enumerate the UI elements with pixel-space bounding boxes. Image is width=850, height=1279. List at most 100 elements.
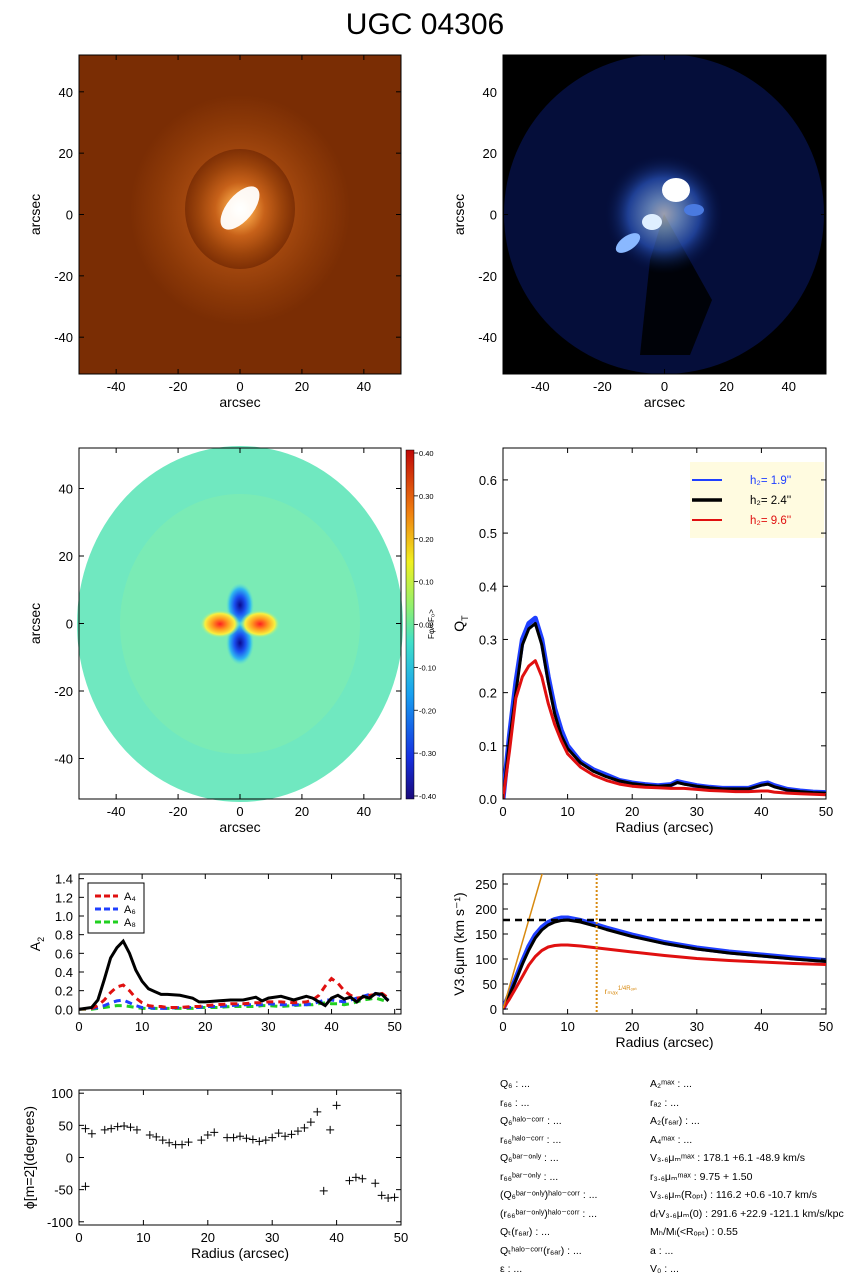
y-tick-label: 0 xyxy=(490,1002,497,1017)
rmax-label-superscript: 1/4Rₒₚₜ xyxy=(618,986,638,992)
x-tick-label: 0 xyxy=(661,379,668,394)
x-tick-label: 20 xyxy=(198,1019,212,1034)
x-tick-label: 0 xyxy=(499,1019,506,1034)
fourier-series-line xyxy=(79,938,390,1011)
param-q-b-bar-only: Q₆ᵇᵃʳ⁻ᵒⁿˡʸ : ... xyxy=(500,1152,559,1164)
y-axis-label: QT xyxy=(451,615,470,632)
y-tick-label: -20 xyxy=(54,684,73,699)
param-vmax: V₃.₆μₘᵐᵃˣ : 178.1 +6.1 -48.9 km/s xyxy=(650,1152,805,1164)
phase-point xyxy=(100,1125,109,1134)
y-tick-label: 40 xyxy=(59,85,73,100)
phase-point xyxy=(184,1138,193,1147)
fourier-legend-label: A₆ xyxy=(124,904,136,916)
y-tick-label: -100 xyxy=(47,1215,73,1230)
rotation-panel: 0 10 20 30 40 50 0 50 100 150 200 250 Radius (arcsec… xyxy=(451,873,833,1050)
phase-point xyxy=(345,1176,354,1185)
phase-point xyxy=(113,1122,122,1131)
y-tick-label: 1.0 xyxy=(55,909,73,924)
qt-series-line xyxy=(503,659,826,799)
phase-point xyxy=(197,1136,206,1145)
phase-point xyxy=(351,1173,360,1182)
y-tick-label: 0 xyxy=(66,1151,73,1166)
x-tick-label: 0 xyxy=(75,1230,82,1245)
fourier-legend-label: A₄ xyxy=(124,891,136,903)
x-tick-label: 40 xyxy=(754,804,768,819)
phase-panel: 0 10 20 30 40 50 100 50 0 -50 -100 Radius (arcsec) ϕ… xyxy=(21,1086,408,1261)
phase-point xyxy=(371,1179,380,1188)
page-title: UGC 04306 xyxy=(345,8,505,41)
colorbar-tick-label: -0.10 xyxy=(419,663,436,672)
param-mh-ml: Mₕ/Mₗ(<Rₒₚₜ) : 0.55 xyxy=(650,1226,738,1238)
x-tick-label: 40 xyxy=(754,1019,768,1034)
phase-point xyxy=(145,1131,154,1139)
y-tick-label: 0 xyxy=(66,208,73,223)
x-tick-label: 40 xyxy=(324,1019,338,1034)
y-tick-label: 40 xyxy=(59,482,73,497)
y-tick-label: -50 xyxy=(54,1183,73,1198)
colorbar-tick-label: 0.00 xyxy=(419,621,434,630)
x-tick-label: -20 xyxy=(169,379,188,394)
colorbar-tick-label: -0.30 xyxy=(419,749,436,758)
phase-point xyxy=(300,1123,309,1132)
x-tick-label: -20 xyxy=(593,379,612,394)
phase-point xyxy=(81,1124,90,1133)
y-tick-label: 0.3 xyxy=(479,632,497,647)
param-rmax: r₃.₆μₘᵐᵃˣ : 9.75 + 1.50 xyxy=(650,1170,753,1183)
y-tick-label: 0.6 xyxy=(479,473,497,488)
param-drv0: dᵣV₃.₆μₘ(0) : 291.6 +22.9 -121.1 km/s/kp… xyxy=(650,1207,844,1220)
y-axis-label: V3.6μm (km s⁻¹) xyxy=(451,892,467,995)
colorbar-tick-label: -0.20 xyxy=(419,706,436,715)
y-tick-label: 0.2 xyxy=(479,686,497,701)
phase-point xyxy=(255,1137,264,1146)
y-tick-label: 0.4 xyxy=(479,579,497,594)
qt-legend-label: h₂= 2.4'' xyxy=(750,495,791,507)
param-q-b: Q₆ : ... xyxy=(500,1078,530,1090)
phase-point xyxy=(293,1127,302,1136)
phase-point xyxy=(390,1193,399,1202)
nir-image-panel: -40 -20 0 20 40 -40 -20 0 20 40 arcsec arcsec xyxy=(27,54,402,410)
x-tick-label: -40 xyxy=(531,379,550,394)
x-tick-label: 40 xyxy=(357,804,371,819)
x-tick-label: 30 xyxy=(690,1019,704,1034)
x-axis-label: arcsec xyxy=(644,394,685,410)
x-tick-label: 0 xyxy=(236,804,243,819)
force-ratio-panel: -40 -20 0 20 40 -40 -20 0 20 40 arcsec arcsec 0.40 0… xyxy=(27,446,436,835)
colorbar xyxy=(405,449,415,800)
x-tick-label: -40 xyxy=(107,379,126,394)
phase-point xyxy=(332,1101,341,1110)
rotation-series-line xyxy=(503,943,826,1010)
rmax-label: rₘₐₓ1/4Rₒₚₜ xyxy=(605,986,638,996)
param-r-qb-bar-only: r₆₆ᵇᵃʳ⁻ᵒⁿˡʸ : ... xyxy=(500,1170,559,1183)
y-axis-label: arcsec xyxy=(27,603,43,644)
x-tick-label: -40 xyxy=(107,804,126,819)
phase-point xyxy=(358,1174,367,1183)
y-tick-label: 0.2 xyxy=(55,984,73,999)
y-tick-label: -20 xyxy=(54,269,73,284)
y-tick-label: 100 xyxy=(475,952,497,967)
phase-point xyxy=(306,1118,315,1127)
nir-galaxy-core xyxy=(220,186,260,230)
y-tick-label: 0.1 xyxy=(479,739,497,754)
y-tick-label: 0.0 xyxy=(55,1002,73,1017)
y-tick-label: -40 xyxy=(54,752,73,767)
phase-point xyxy=(281,1132,290,1141)
param-v-ropt: V₃.₆μₘ(Rₒₚₜ) : 116.2 +0.6 -10.7 km/s xyxy=(650,1189,817,1201)
phase-point xyxy=(242,1134,251,1143)
x-tick-label: 20 xyxy=(719,379,733,394)
qt-legend-label: h₂= 1.9'' xyxy=(750,475,791,487)
phase-point xyxy=(165,1138,174,1147)
param-a: a : ... xyxy=(650,1244,674,1257)
phase-point xyxy=(287,1130,296,1139)
phase-point xyxy=(203,1131,212,1139)
y-tick-label: 1.2 xyxy=(55,890,73,905)
y-tick-label: -40 xyxy=(54,330,73,345)
param-qt-halo-corr-rbar: Qₜʰᵃˡᵒ⁻ᶜᵒʳʳ(r₆ₐᵣ) : ... xyxy=(500,1244,582,1257)
x-tick-label: 50 xyxy=(819,1019,833,1034)
x-tick-label: 10 xyxy=(136,1230,150,1245)
x-tick-label: 0 xyxy=(499,804,506,819)
x-tick-label: 30 xyxy=(261,1019,275,1034)
x-tick-label: -20 xyxy=(169,804,188,819)
rotation-series-line xyxy=(503,918,826,1010)
phase-point xyxy=(107,1124,116,1133)
